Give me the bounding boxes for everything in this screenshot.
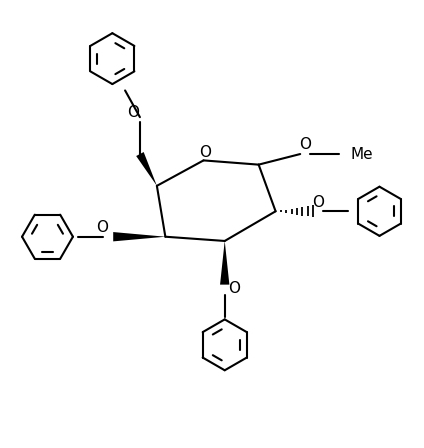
Text: O: O (127, 105, 139, 120)
Text: O: O (299, 138, 311, 152)
Text: O: O (312, 195, 324, 210)
Text: O: O (199, 145, 211, 160)
Polygon shape (136, 152, 157, 186)
Polygon shape (220, 241, 229, 284)
Text: O: O (96, 220, 108, 236)
Polygon shape (113, 232, 165, 241)
Text: Me: Me (351, 146, 373, 162)
Text: O: O (228, 281, 240, 297)
